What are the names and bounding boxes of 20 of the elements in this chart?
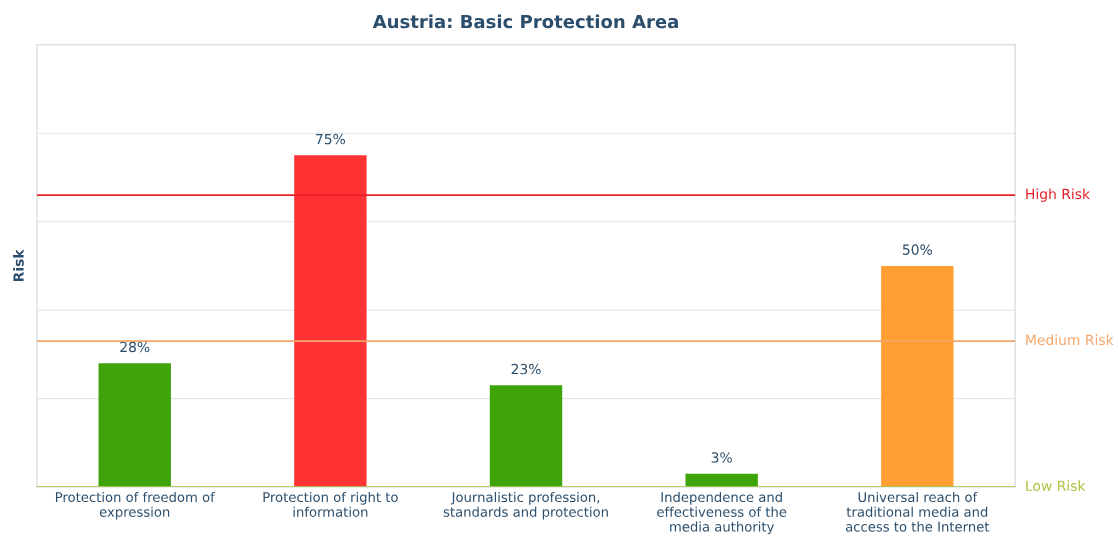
ref-line-label: Medium Risk [1026, 334, 1114, 346]
ref-line-label: High Risk [1026, 188, 1091, 202]
y-axis-title: Risk [13, 249, 24, 282]
bar [294, 155, 367, 488]
ref-line-label: Low Risk [1026, 480, 1086, 492]
data-label: 23% [511, 363, 541, 375]
data-label: 75% [316, 133, 346, 145]
chart-title: Austria: Basic Protection Area [372, 14, 678, 29]
x-tick-label: Journalistic profession, standards and protection [443, 491, 608, 520]
bar [489, 385, 563, 488]
x-tick-label: Universal reach of traditional media and access to the Internet [845, 491, 990, 532]
bar [881, 265, 954, 488]
bar [685, 473, 758, 488]
data-label: 28% [120, 341, 150, 353]
x-tick-label: Protection of right to information [263, 491, 398, 517]
x-tick-label: Protection of freedom of expression [55, 491, 216, 520]
data-label: 3% [711, 452, 732, 463]
bar [98, 363, 171, 488]
x-tick-label: Independence and effectiveness of the media authority [657, 491, 787, 535]
data-label: 50% [902, 244, 932, 255]
